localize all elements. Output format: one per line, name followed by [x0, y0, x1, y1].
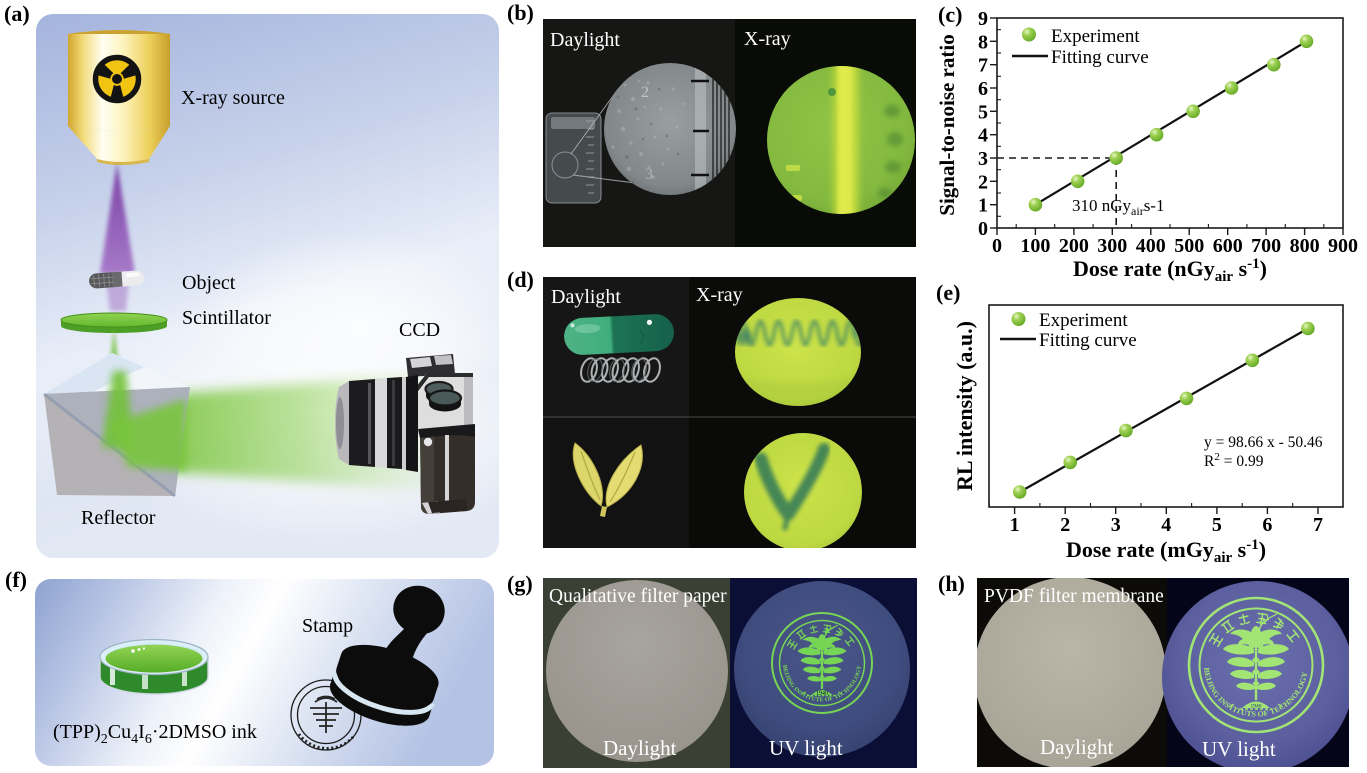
svg-text:3: 3 [645, 166, 653, 183]
svg-text:Object: Object [182, 272, 236, 294]
svg-text:UV light: UV light [769, 736, 843, 760]
svg-text:y = 98.66 x - 50.46: y = 98.66 x - 50.46 [1204, 434, 1323, 451]
svg-text:700: 700 [1251, 235, 1281, 257]
svg-text:0: 0 [978, 218, 988, 240]
svg-text:Daylight: Daylight [550, 29, 620, 51]
svg-text:100: 100 [1020, 235, 1050, 257]
svg-text:X-ray source: X-ray source [181, 87, 285, 109]
svg-text:7: 7 [1313, 514, 1323, 536]
svg-text:3: 3 [978, 148, 988, 170]
svg-text:R2 = 0.99: R2 = 0.99 [1204, 451, 1264, 470]
svg-text:PVDF filter membrane: PVDF filter membrane [984, 586, 1164, 607]
svg-text:2: 2 [1060, 514, 1070, 536]
svg-text:7: 7 [978, 55, 988, 77]
svg-text:X-ray: X-ray [696, 284, 743, 306]
svg-text:2: 2 [641, 84, 649, 101]
svg-text:Dose rate (mGyair s-1): Dose rate (mGyair s-1) [1066, 537, 1266, 566]
svg-text:1: 1 [1010, 514, 1020, 536]
svg-text:5: 5 [1212, 514, 1222, 536]
svg-text:310 nGyairs-1: 310 nGyairs-1 [1072, 196, 1164, 218]
svg-text:Dose rate (nGyair s-1): Dose rate (nGyair s-1) [1073, 256, 1267, 285]
svg-text:1940: 1940 [816, 690, 828, 696]
svg-text:400: 400 [1136, 235, 1166, 257]
svg-text:1: 1 [978, 195, 988, 217]
svg-text:4: 4 [978, 125, 988, 147]
svg-text:Fitting curve: Fitting curve [1039, 330, 1137, 351]
svg-text:UV light: UV light [1202, 737, 1276, 761]
svg-text:Signal-to-noise ratio: Signal-to-noise ratio [935, 34, 959, 215]
svg-text:Reflector: Reflector [81, 507, 156, 529]
svg-text:300: 300 [1097, 235, 1127, 257]
svg-text:6: 6 [1262, 514, 1272, 536]
svg-text:Daylight: Daylight [603, 736, 677, 760]
svg-text:900: 900 [1328, 235, 1358, 257]
svg-text:Scintillator: Scintillator [182, 307, 271, 329]
svg-text:9: 9 [978, 8, 988, 30]
svg-text:5: 5 [978, 101, 988, 123]
svg-text:600: 600 [1213, 235, 1243, 257]
svg-text:(TPP)2Cu4I6·2DMSO ink: (TPP)2Cu4I6·2DMSO ink [53, 721, 257, 747]
svg-text:Daylight: Daylight [551, 286, 621, 308]
svg-text:Stamp: Stamp [302, 615, 353, 637]
svg-text:CCD: CCD [399, 319, 440, 341]
svg-text:200: 200 [1059, 235, 1089, 257]
svg-text:2: 2 [978, 171, 988, 193]
svg-text:4: 4 [1161, 514, 1171, 536]
svg-text:800: 800 [1290, 235, 1320, 257]
svg-text:Fitting curve: Fitting curve [1051, 47, 1149, 68]
svg-text:1940: 1940 [1251, 704, 1262, 710]
svg-text:X-ray: X-ray [744, 28, 791, 50]
svg-text:3: 3 [1111, 514, 1121, 536]
svg-text:Experiment: Experiment [1039, 310, 1128, 331]
svg-text:Daylight: Daylight [1040, 735, 1114, 759]
svg-text:0: 0 [992, 235, 1002, 257]
svg-text:Experiment: Experiment [1051, 26, 1140, 47]
svg-text:RL intensity (a.u.): RL intensity (a.u.) [952, 321, 977, 491]
svg-text:6: 6 [978, 78, 988, 100]
svg-text:8: 8 [978, 31, 988, 53]
svg-text:500: 500 [1174, 235, 1204, 257]
svg-text:Qualitative filter paper: Qualitative filter paper [549, 586, 727, 607]
